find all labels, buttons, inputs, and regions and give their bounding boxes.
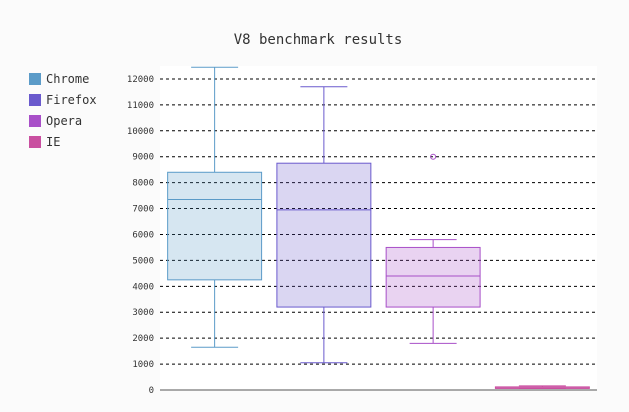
legend: Chrome Firefox Opera IE xyxy=(29,72,97,149)
box-iqr xyxy=(276,162,372,308)
legend-label: Chrome xyxy=(46,72,89,86)
legend-swatch xyxy=(29,136,41,148)
y-tick-label: 7000 xyxy=(132,205,154,215)
y-tick-label: 12000 xyxy=(127,75,154,85)
box-ie xyxy=(494,385,590,389)
plot-background xyxy=(160,66,597,390)
y-tick-label: 5000 xyxy=(132,256,154,266)
legend-swatch xyxy=(29,73,41,85)
legend-label: IE xyxy=(46,135,60,149)
chart-title: V8 benchmark results xyxy=(234,32,403,48)
legend-swatch xyxy=(29,94,41,106)
legend-swatch xyxy=(29,115,41,127)
grid-lines xyxy=(160,66,597,391)
y-tick-label: 4000 xyxy=(132,282,154,292)
outlier-point xyxy=(430,153,437,160)
y-tick-label: 11000 xyxy=(127,101,154,111)
y-tick-label: 10000 xyxy=(127,127,154,137)
box-iqr xyxy=(167,171,263,281)
box-opera xyxy=(385,153,481,344)
y-tick-label: 1000 xyxy=(132,360,154,370)
legend-label: Firefox xyxy=(46,93,97,107)
legend-label: Opera xyxy=(46,114,82,128)
box-chrome xyxy=(167,66,263,348)
y-tick-label: 8000 xyxy=(132,179,154,189)
y-tick-label: 9000 xyxy=(132,153,154,163)
box-iqr xyxy=(385,246,481,308)
y-axis: 0 1000 2000 3000 4000 5000 6000 7000 8000 9000 100… xyxy=(127,75,154,396)
box-firefox xyxy=(276,86,372,364)
y-tick-label: 6000 xyxy=(132,230,154,240)
y-tick-label: 2000 xyxy=(132,334,154,344)
boxes xyxy=(167,66,590,389)
y-tick-label: 0 xyxy=(149,386,154,396)
y-tick-label: 3000 xyxy=(132,308,154,318)
